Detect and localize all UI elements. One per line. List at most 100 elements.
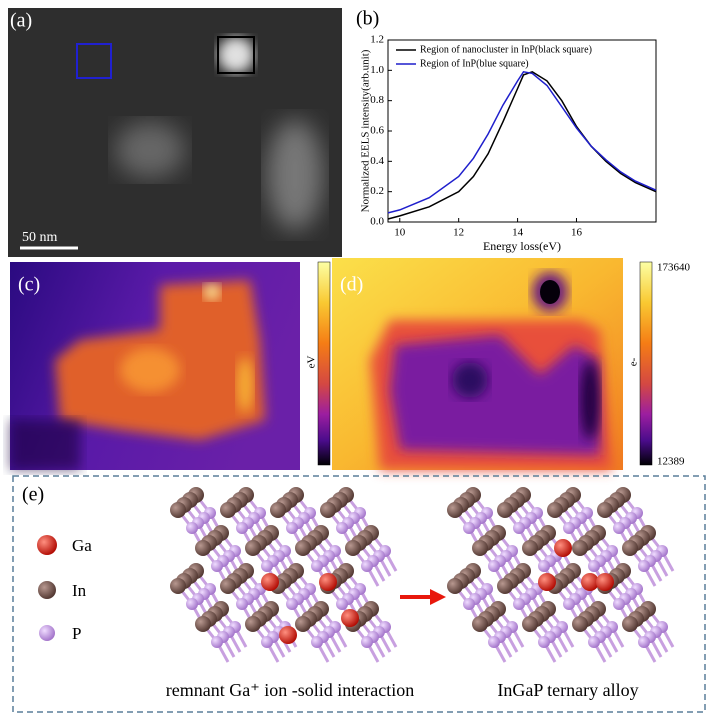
heatmap-region xyxy=(390,335,600,455)
atom-p xyxy=(613,598,625,610)
atom-in xyxy=(245,616,261,632)
atom-in xyxy=(220,502,236,518)
atom-p xyxy=(563,598,575,610)
atom-p xyxy=(638,560,650,572)
atom-in xyxy=(220,578,236,594)
atom-in xyxy=(547,502,563,518)
panel-d: (d) 173640 12389 e- xyxy=(332,258,691,470)
panel-label: (c) xyxy=(18,274,40,296)
y-tick-label: 1.0 xyxy=(370,64,384,76)
atom-in xyxy=(320,502,336,518)
atom-in xyxy=(497,578,513,594)
atom-in xyxy=(270,502,286,518)
x-tick-label: 16 xyxy=(571,227,583,239)
heatmap-region xyxy=(120,348,180,392)
atom-p xyxy=(236,522,248,534)
atom-in xyxy=(295,540,311,556)
y-tick-label: 1.2 xyxy=(370,34,384,46)
atom-in xyxy=(572,540,588,556)
atom-p xyxy=(336,522,348,534)
atom-in xyxy=(447,502,463,518)
atom-ga xyxy=(596,573,614,591)
atom-p xyxy=(638,636,650,648)
atom-in xyxy=(522,616,538,632)
atom-in xyxy=(622,616,638,632)
atom-in xyxy=(497,502,513,518)
caption: InGaP ternary alloy xyxy=(497,680,638,700)
panel-label: (b) xyxy=(356,8,379,30)
series-line xyxy=(388,72,656,219)
panel-c: (c) 14.49 14.29 eV xyxy=(10,262,359,470)
atom-p xyxy=(286,598,298,610)
atom-p xyxy=(538,560,550,572)
nanocluster xyxy=(218,37,254,73)
colorbar-max: 173640 xyxy=(657,262,691,274)
colorbar xyxy=(318,262,330,465)
atom-p xyxy=(286,522,298,534)
panel-a: 50 nm (a) xyxy=(8,8,342,257)
atom-in xyxy=(245,540,261,556)
colorbar-unit: eV xyxy=(306,356,318,369)
x-tick-label: 14 xyxy=(512,227,524,239)
heatmap-region xyxy=(237,357,253,413)
atom-p xyxy=(563,522,575,534)
legend-label: Region of nanocluster in InP(black squar… xyxy=(420,44,592,55)
lattice xyxy=(447,487,673,662)
atom-in xyxy=(472,540,488,556)
heatmap-region xyxy=(10,420,80,470)
atom-in xyxy=(295,616,311,632)
heatmap-region xyxy=(580,360,600,440)
colorbar xyxy=(640,262,652,465)
atom-p xyxy=(311,560,323,572)
scale-bar-label: 50 nm xyxy=(22,230,58,245)
x-tick-label: 12 xyxy=(453,227,464,239)
atom-in xyxy=(195,540,211,556)
series-line xyxy=(388,72,656,213)
atom-p xyxy=(488,560,500,572)
atom-ga xyxy=(341,609,359,627)
atom-ga xyxy=(279,626,297,644)
panel-label: (d) xyxy=(340,274,363,296)
legend-p xyxy=(39,625,55,641)
atom-p xyxy=(588,560,600,572)
y-tick-label: 0.0 xyxy=(370,216,384,228)
atom-p xyxy=(588,636,600,648)
atom-p xyxy=(513,522,525,534)
panel-label: (a) xyxy=(10,10,32,32)
colorbar-min: 12389 xyxy=(657,456,685,468)
legend-label: In xyxy=(72,581,87,600)
atom-p xyxy=(211,636,223,648)
atom-p xyxy=(463,522,475,534)
y-tick-label: 0.6 xyxy=(370,125,384,137)
heatmap-hotspot xyxy=(204,284,220,300)
atom-p xyxy=(236,598,248,610)
legend-label: P xyxy=(72,624,81,643)
atom-in xyxy=(472,616,488,632)
atom-in xyxy=(195,616,211,632)
y-tick-label: 0.4 xyxy=(370,155,384,167)
atom-p xyxy=(336,598,348,610)
atom-p xyxy=(311,636,323,648)
legend-label: Ga xyxy=(72,536,92,555)
arrow-head xyxy=(430,589,446,605)
atom-p xyxy=(211,560,223,572)
atom-ga xyxy=(319,573,337,591)
atom-p xyxy=(186,522,198,534)
atom-in xyxy=(447,578,463,594)
atom-p xyxy=(361,560,373,572)
atom-ga xyxy=(538,573,556,591)
atom-p xyxy=(488,636,500,648)
atom-p xyxy=(513,598,525,610)
x-axis-label: Energy loss(eV) xyxy=(483,239,561,253)
atom-p xyxy=(613,522,625,534)
atom-p xyxy=(261,636,273,648)
panel-label: (e) xyxy=(22,484,44,506)
atom-in xyxy=(345,540,361,556)
atom-in xyxy=(522,540,538,556)
x-tick-label: 10 xyxy=(394,227,406,239)
legend-label: Region of InP(blue square) xyxy=(420,58,529,69)
cluster-glow xyxy=(267,120,323,230)
figure: 50 nm (a) (b) Energy loss(eV) Normalized… xyxy=(0,0,708,715)
atom-p xyxy=(463,598,475,610)
atom-in xyxy=(170,578,186,594)
